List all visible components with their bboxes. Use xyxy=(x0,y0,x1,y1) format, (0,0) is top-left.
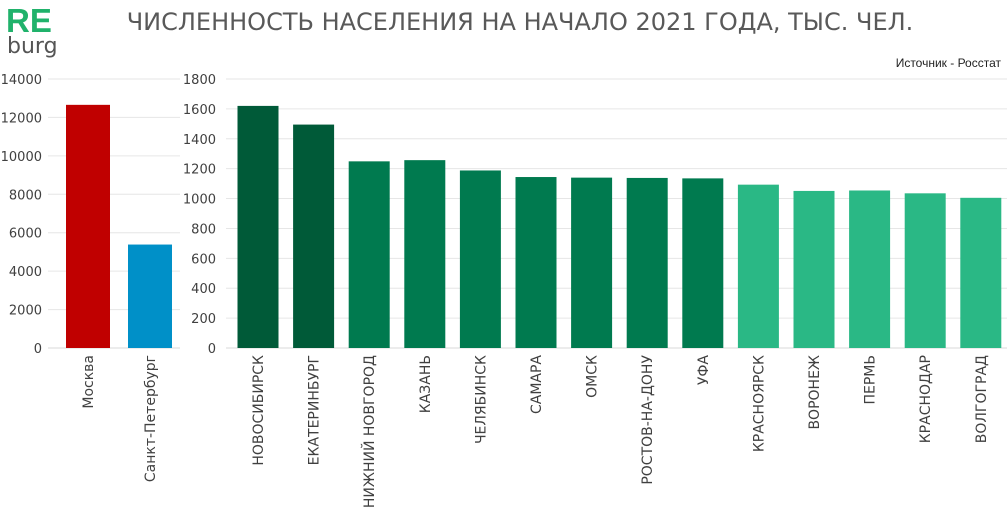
logo-burg-text: burg xyxy=(7,34,58,59)
right-chart-ytick-label: 1200 xyxy=(183,163,216,178)
right-chart-bar xyxy=(293,124,335,348)
right-chart-ytick-label: 600 xyxy=(191,252,216,267)
right-chart-ytick-label: 1800 xyxy=(183,73,216,88)
right-chart-bar xyxy=(571,177,613,348)
right-chart-category-label: САМАРА xyxy=(529,355,545,414)
right-chart-bar xyxy=(737,184,779,348)
left-chart-bar xyxy=(128,244,172,348)
right-chart-bar xyxy=(793,190,835,348)
right-chart-category-label: КРАСНОЯРСК xyxy=(751,355,767,452)
right-chart-category-label: ПЕРМЬ xyxy=(863,355,879,405)
right-chart-category-label: ЧЕЛЯБИНСК xyxy=(473,355,489,444)
right-chart-ytick-label: 1000 xyxy=(183,193,216,208)
right-chart-category-label: РОСТОВ-НА-ДОНУ xyxy=(640,355,656,485)
right-chart-ytick-label: 1400 xyxy=(183,133,216,148)
left-chart-ytick-label: 4000 xyxy=(9,265,42,280)
right-chart-ytick-label: 400 xyxy=(191,282,216,297)
right-chart-bar xyxy=(904,193,946,348)
right-chart-category-label: УФА xyxy=(696,355,712,386)
left-chart-bar xyxy=(66,104,110,348)
right-chart-bar xyxy=(849,190,891,348)
chart-title: ЧИСЛЕННОСТЬ НАСЕЛЕНИЯ НА НАЧАЛО 2021 ГОД… xyxy=(126,8,914,36)
right-chart-bar xyxy=(404,160,446,348)
logo-re-text: RE xyxy=(6,2,52,39)
left-chart-ytick-label: 0 xyxy=(34,342,42,357)
right-chart-category-label: ВОЛГОГРАД xyxy=(974,355,990,443)
left-chart-ytick-label: 2000 xyxy=(9,304,42,319)
left-chart-ytick-label: 8000 xyxy=(9,188,42,203)
right-chart-bar xyxy=(348,161,390,348)
right-chart-ytick-label: 0 xyxy=(208,342,216,357)
left-chart-category-label: Москва xyxy=(81,355,97,409)
logo: RE burg xyxy=(6,4,66,62)
source-note: Источник - Росстат xyxy=(895,56,1001,70)
left-chart-category-label: Санкт-Петербург xyxy=(143,355,159,482)
right-chart-category-label: ОМСК xyxy=(585,355,601,398)
right-chart-bar xyxy=(960,197,1002,348)
right-chart-category-label: КАЗАНЬ xyxy=(418,355,434,413)
left-chart-ytick-label: 12000 xyxy=(1,111,42,126)
left-chart-ytick-label: 6000 xyxy=(9,227,42,242)
right-chart-category-label: ЕКАТЕРИНБУРГ xyxy=(307,355,323,465)
right-chart-ytick-label: 200 xyxy=(191,312,216,327)
right-chart-category-label: НОВОСИБИРСК xyxy=(251,355,267,466)
right-chart-bar xyxy=(459,170,501,348)
right-chart-category-label: НИЖНИЙ НОВГОРОД xyxy=(360,355,378,508)
right-chart-bar xyxy=(237,105,279,349)
right-chart-category-label: ВОРОНЕЖ xyxy=(807,355,823,430)
left-chart-ytick-label: 14000 xyxy=(1,73,42,88)
left-chart-ytick-label: 10000 xyxy=(1,150,42,165)
right-chart-bar xyxy=(682,178,724,348)
right-chart-ytick-label: 1600 xyxy=(183,103,216,118)
right-chart-bar xyxy=(515,177,557,348)
right-chart-ytick-label: 800 xyxy=(191,222,216,237)
right-chart-category-label: КРАСНОДАР xyxy=(918,355,934,443)
right-chart-bar xyxy=(626,177,668,348)
